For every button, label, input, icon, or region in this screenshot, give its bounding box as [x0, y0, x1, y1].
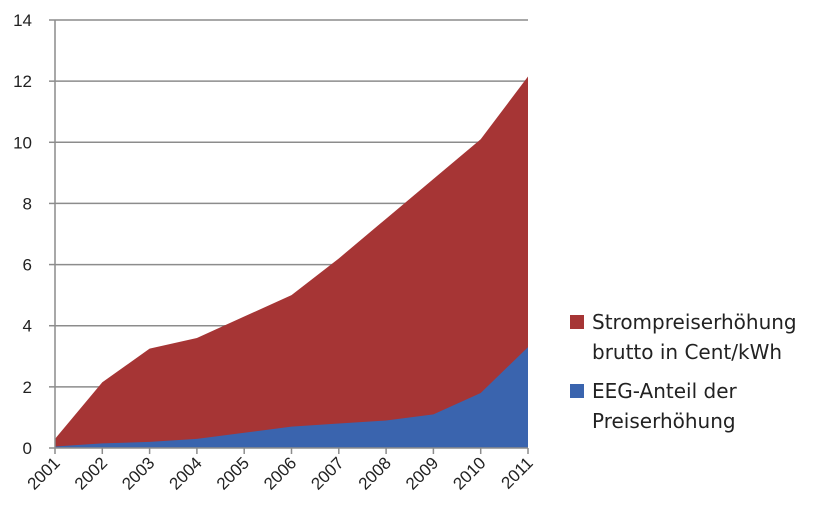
x-tick-label-2004: 2004 [166, 453, 206, 493]
y-tick-label-2: 2 [23, 378, 32, 397]
y-tick-label-14: 14 [13, 11, 32, 30]
x-tick-label-2003: 2003 [118, 453, 158, 493]
x-tick-label-2008: 2008 [355, 453, 395, 493]
y-tick-label-4: 4 [23, 317, 32, 336]
axes [49, 19, 529, 454]
x-tick-label-2002: 2002 [71, 453, 111, 493]
x-tick-label-2010: 2010 [449, 453, 489, 493]
y-tick-label-12: 12 [13, 72, 32, 91]
gridlines [55, 19, 528, 388]
y-tick-label-8: 8 [23, 194, 32, 213]
area-strompreiserhoehung [55, 76, 528, 449]
y-tick-label-10: 10 [13, 133, 32, 152]
area-series [55, 76, 528, 449]
x-tick-label-2001: 2001 [24, 453, 64, 493]
legend-label-0-1: brutto in Cent/kWh [592, 340, 782, 364]
legend-label-1-0: EEG-Anteil der [592, 379, 738, 403]
y-tick-label-6: 6 [23, 256, 32, 275]
x-tick-label-2006: 2006 [260, 453, 300, 493]
x-tick-label-2007: 2007 [307, 453, 347, 493]
x-axis-ticks: 2001 2002 2003 2004 2005 2006 2007 2008 2009 2010… [24, 453, 537, 493]
legend-swatch-1 [570, 384, 584, 398]
y-axis-ticks: 0 2 4 6 8 10 12 14 [13, 11, 32, 458]
y-tick-label-0: 0 [23, 439, 32, 458]
legend-label-1-1: Preiserhöhung [592, 409, 736, 433]
area-eeg-anteil [55, 347, 528, 448]
legend-swatch-0 [570, 315, 584, 329]
x-tick-label-2005: 2005 [213, 453, 253, 493]
x-tick-label-2011: 2011 [498, 453, 537, 492]
legend-label-0-0: Strompreiserhöhung [592, 310, 797, 334]
legend: Strompreiserhöhung brutto in Cent/kWh EEG-… [570, 310, 797, 433]
x-tick-label-2009: 2009 [402, 453, 442, 493]
